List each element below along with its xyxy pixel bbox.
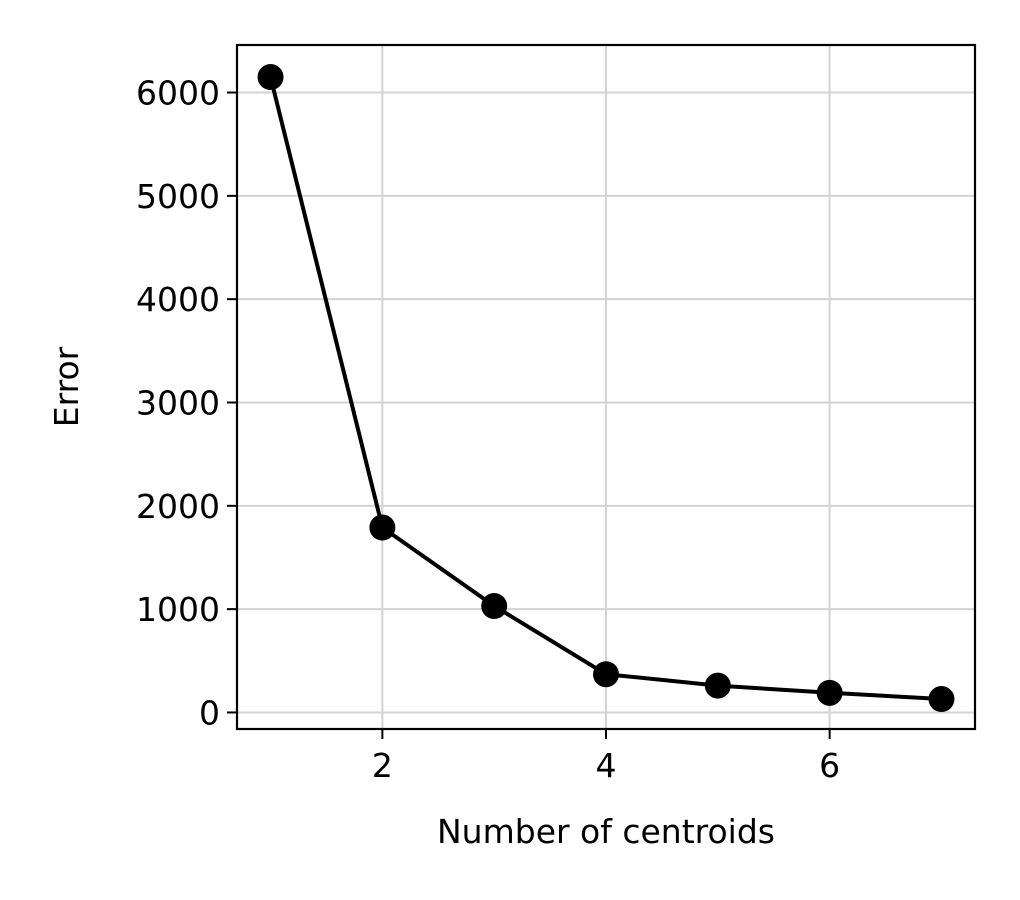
y-axis-label: Error	[47, 346, 86, 427]
x-axis-label: Number of centroids	[437, 812, 775, 851]
y-tick-label: 2000	[136, 487, 220, 526]
grid	[237, 45, 975, 729]
x-ticks: 2 4 6	[372, 729, 840, 785]
data-points	[257, 64, 955, 713]
y-tick-label: 3000	[136, 383, 220, 422]
y-tick-label: 5000	[136, 177, 220, 216]
x-tick-label: 4	[596, 746, 617, 785]
data-point	[593, 661, 619, 688]
x-tick-label: 2	[372, 746, 393, 785]
x-tick-label: 6	[819, 746, 840, 785]
y-tick-label: 0	[199, 693, 220, 732]
y-tick-label: 1000	[136, 590, 220, 629]
y-tick-label: 6000	[136, 74, 220, 113]
data-point	[704, 672, 731, 699]
data-point	[369, 514, 396, 541]
y-ticks: 0 1000 2000 3000 4000 5000 6000	[136, 74, 237, 732]
data-point	[257, 64, 284, 91]
y-tick-label: 4000	[136, 280, 220, 319]
data-point	[481, 593, 508, 620]
data-point	[928, 686, 955, 713]
data-point	[816, 679, 843, 706]
